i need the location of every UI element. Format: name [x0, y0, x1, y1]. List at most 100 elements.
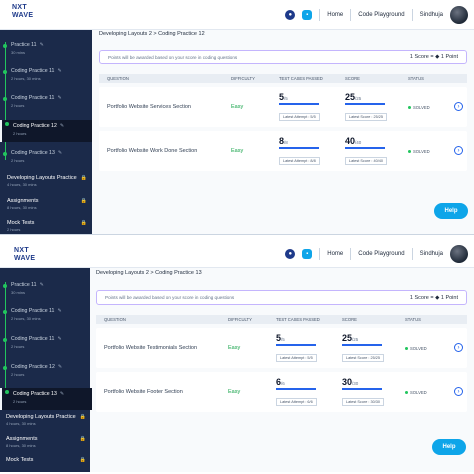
status-badge: SOLVED	[408, 149, 452, 154]
score-cell: 25/25 Latest Score : 25/25	[345, 92, 408, 123]
help-button[interactable]: Help	[434, 203, 468, 219]
chevron-right-icon[interactable]: ›	[454, 387, 463, 396]
score-rule: 1 Score = ◆ 1 Point	[409, 294, 458, 301]
chat-icon[interactable]: ▪	[302, 249, 313, 259]
sidebar-section-assignments[interactable]: Assignments 🔒 8 hours, 30 mins	[6, 436, 86, 448]
status-text: SOLVED	[410, 345, 427, 351]
sidebar-item-coding-practice-12[interactable]: Coding Practice 12 ✎ 2 hours	[0, 364, 92, 386]
header-status: STATUS	[408, 76, 424, 81]
sidebar-item-coding-practice-13[interactable]: Coding Practice 13 ✎ 2 hours	[0, 150, 92, 170]
nxtwave-logo[interactable]: NXT WAVE	[12, 4, 33, 20]
nxtwave-logo[interactable]: NXT WAVE	[14, 247, 35, 263]
breadcrumb[interactable]: Developing Layouts 2 > Coding Practice 1…	[99, 31, 205, 37]
header-test-cases: TEST CASES PASSED	[279, 76, 323, 81]
latest-attempt: Latest Attempt : 5/5	[279, 112, 320, 121]
sidebar-item-duration: 2 hours	[11, 372, 25, 377]
header-status: STATUS	[405, 317, 421, 322]
chevron-right-icon[interactable]: ›	[454, 343, 463, 352]
nav-home-link[interactable]: Home	[327, 251, 344, 257]
pencil-icon: ✎	[57, 308, 62, 314]
sidebar-item-duration: 2 hours, 30 mins	[11, 316, 41, 321]
difficulty-label: Easy	[231, 148, 244, 154]
questions-table: QUESTION DIFFICULTY TEST CASES PASSED SC…	[96, 315, 467, 412]
sidebar-item-practice-11[interactable]: Practice 11 ✎ 30 mins	[0, 282, 92, 300]
nav-code-playground-link[interactable]: Code Playground	[358, 12, 405, 18]
sidebar-section-developing-layouts-practice[interactable]: Developing Layouts Practice 🔒 4 hours, 30…	[7, 175, 87, 187]
logo-text-line1: NXT	[12, 4, 27, 11]
chat-icon[interactable]: ▪	[302, 10, 313, 20]
points-notice-text: Points will be awarded based on your sco…	[108, 54, 238, 60]
points-notice: Points will be awarded based on your sco…	[96, 290, 467, 305]
pencil-icon: ✎	[59, 391, 65, 397]
user-name[interactable]: Sindhuja	[419, 12, 443, 18]
score-progress-fill	[342, 387, 382, 390]
question-title[interactable]: Portfolio Website Services Section	[107, 104, 191, 110]
pencil-icon: ✎	[57, 150, 63, 156]
pencil-icon: ✎	[39, 42, 44, 48]
avatar[interactable]	[450, 6, 468, 24]
user-name[interactable]: Sindhuja	[419, 251, 443, 257]
lock-icon: 🔒	[79, 436, 86, 442]
table-row[interactable]: Portfolio Website Work Done Section Easy…	[99, 131, 467, 171]
avatar[interactable]	[450, 245, 468, 263]
latest-score: Latest Score : 25/25	[345, 112, 387, 121]
help-button[interactable]: Help	[432, 439, 466, 455]
nav-code-playground-link[interactable]: Code Playground	[358, 251, 405, 257]
sidebar-section-assignments[interactable]: Assignments 🔒 8 hours, 30 mins	[7, 198, 87, 210]
test-cases-cell: 5/5 Latest Attempt : 5/5	[276, 333, 342, 364]
sidebar-item-coding-practice-11[interactable]: Coding Practice 11 ✎ 2 hours, 30 mins	[0, 308, 92, 330]
sidebar-section-mock-tests[interactable]: Mock Tests 🔒 2 hours	[7, 220, 87, 232]
sidebar-item-practice-11[interactable]: Practice 11 ✎ 30 mins	[0, 42, 92, 60]
table-row[interactable]: Portfolio Website Services Section Easy …	[99, 87, 467, 127]
solved-dot-icon	[405, 346, 408, 350]
pencil-icon: ✎	[59, 123, 65, 129]
top-navbar: NXT WAVE ● ▪ Home Code Playground Sindhu…	[0, 0, 474, 30]
timeline-line	[4, 42, 6, 160]
chevron-right-icon[interactable]: ›	[454, 146, 463, 155]
nav-home-link[interactable]: Home	[327, 12, 344, 18]
sidebar-item-coding-practice-11b[interactable]: Coding Practice 11 ✎ 2 hours	[0, 336, 92, 358]
status-text: SOLVED	[413, 148, 430, 154]
tests-progress-fill	[279, 146, 319, 149]
nav-divider	[319, 248, 321, 260]
chevron-right-icon[interactable]: ›	[454, 102, 463, 111]
sidebar-section-developing-layouts-practice[interactable]: Developing Layouts Practice 🔒 4 hours, 30…	[6, 414, 86, 426]
sidebar: Practice 11 ✎ 30 mins Coding Practice 11 ✎…	[0, 30, 92, 234]
sidebar-item-coding-practice-12[interactable]: Coding Practice 12 ✎ 2 hours	[0, 120, 92, 142]
screenshot-divider	[0, 234, 474, 240]
sidebar-item-duration: 2 hours	[11, 344, 25, 349]
section-duration: 4 hours, 30 mins	[7, 182, 37, 187]
difficulty-label: Easy	[228, 389, 241, 395]
top-nav-right: ● ▪ Home Code Playground Sindhuja	[285, 6, 468, 24]
pencil-icon: ✎	[57, 364, 63, 370]
score-progress-bar	[345, 102, 385, 105]
breadcrumb[interactable]: Developing Layouts 2 > Coding Practice 1…	[96, 270, 202, 276]
sidebar-item-coding-practice-11b[interactable]: Coding Practice 11 ✎ 2 hours	[0, 95, 92, 117]
section-label: Assignments	[7, 198, 39, 204]
table-row[interactable]: Portfolio Website Footer Section Easy 6/…	[96, 372, 467, 412]
sidebar-item-label: Coding Practice 11	[11, 336, 55, 342]
streak-icon[interactable]: ●	[285, 249, 296, 259]
sidebar-item-duration: 2 hours	[11, 158, 25, 163]
score-progress-bar	[345, 146, 385, 149]
pencil-icon: ✎	[39, 282, 44, 288]
sidebar-section-mock-tests[interactable]: Mock Tests 🔒	[6, 457, 86, 463]
sidebar-item-coding-practice-11[interactable]: Coding Practice 11 ✎ 2 hours, 30 mins	[0, 68, 92, 90]
table-row[interactable]: Portfolio Website Testimonials Section E…	[96, 328, 467, 368]
top-navbar: NXT WAVE ● ▪ Home Code Playground Sindhu…	[0, 240, 474, 268]
completed-dot-icon	[3, 44, 7, 48]
section-label: Developing Layouts Practice	[6, 414, 76, 420]
question-title[interactable]: Portfolio Website Testimonials Section	[104, 345, 198, 351]
sidebar-item-duration: 2 hours	[13, 399, 27, 404]
streak-icon[interactable]: ●	[285, 10, 296, 20]
points-notice-text: Points will be awarded based on your sco…	[105, 295, 235, 300]
section-duration: 8 hours, 30 mins	[7, 205, 37, 210]
section-label: Mock Tests	[7, 220, 35, 226]
sidebar-item-coding-practice-13[interactable]: Coding Practice 13 ✎ 2 hours	[0, 388, 92, 410]
logo-text-line1: NXT	[14, 247, 29, 254]
sidebar-item-label: Coding Practice 12	[13, 123, 57, 129]
header-score: SCORE	[342, 317, 357, 322]
score-value: 40	[345, 135, 356, 146]
question-title[interactable]: Portfolio Website Footer Section	[104, 389, 183, 395]
question-title[interactable]: Portfolio Website Work Done Section	[107, 148, 198, 154]
